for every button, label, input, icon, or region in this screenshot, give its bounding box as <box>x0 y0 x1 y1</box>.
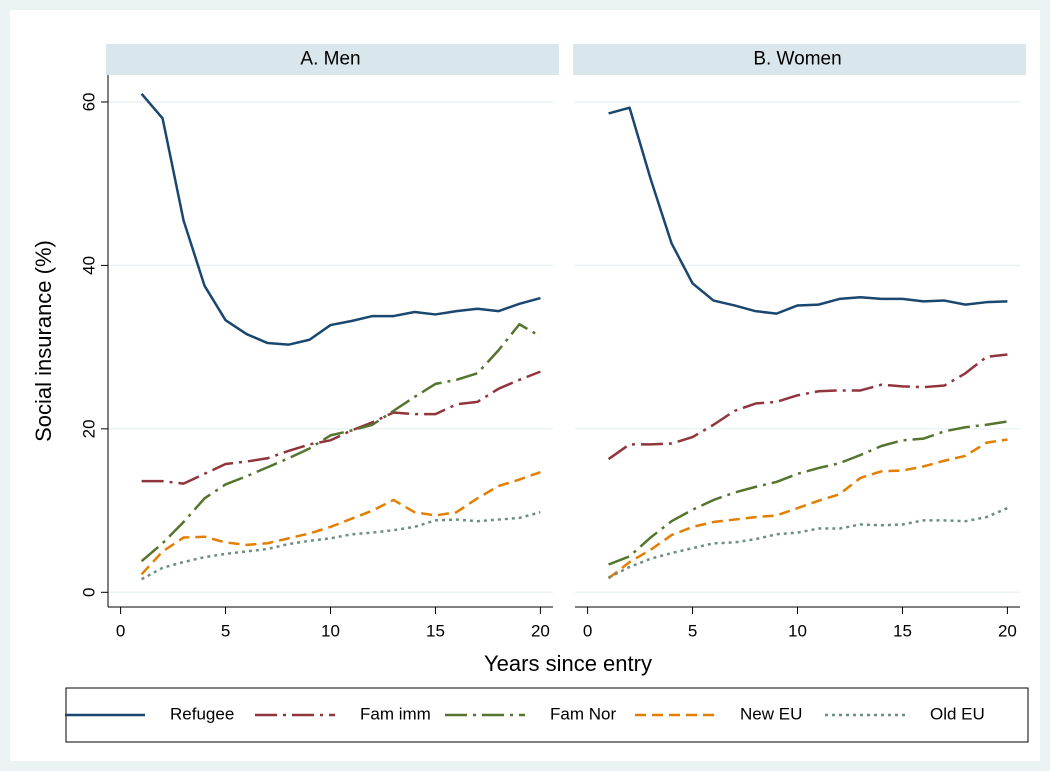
series-line <box>141 370 541 485</box>
series-line <box>607 353 1008 461</box>
series-line <box>140 510 541 581</box>
series-line <box>140 322 542 563</box>
graph-background <box>10 10 1040 761</box>
y-tick-label: 40 <box>79 256 98 275</box>
x-tick-label: 10 <box>788 621 807 640</box>
y-tick-label: 20 <box>79 419 98 438</box>
panel-title: B. Women <box>753 49 841 70</box>
legend-label: Old EU <box>930 704 985 723</box>
series-line <box>140 92 541 346</box>
panel-title: A. Men <box>300 49 360 70</box>
legend-label: Refugee <box>170 704 234 723</box>
x-tick-label: 15 <box>893 621 912 640</box>
series-line <box>607 438 1008 580</box>
x-tick-label: 5 <box>221 621 230 640</box>
series-line <box>608 106 1008 315</box>
y-tick-label: 60 <box>79 93 98 112</box>
series-line <box>140 470 541 576</box>
x-axis-label: Years since entry <box>484 651 652 676</box>
series-line <box>608 506 1008 579</box>
y-tick-label: 0 <box>79 588 98 597</box>
x-tick-label: 20 <box>531 621 550 640</box>
legend-label: Fam Nor <box>550 704 616 723</box>
panel-header <box>106 44 559 75</box>
x-tick-label: 0 <box>583 621 592 640</box>
x-tick-label: 15 <box>426 621 445 640</box>
legend-label: Fam imm <box>360 704 431 723</box>
y-axis-label: Social insurance (%) <box>31 240 56 442</box>
series-line <box>608 420 1008 566</box>
x-tick-label: 10 <box>321 621 340 640</box>
x-tick-label: 0 <box>116 621 125 640</box>
x-tick-label: 5 <box>688 621 697 640</box>
panel-header <box>573 44 1026 75</box>
legend-label: New EU <box>740 704 802 723</box>
x-tick-label: 20 <box>998 621 1017 640</box>
